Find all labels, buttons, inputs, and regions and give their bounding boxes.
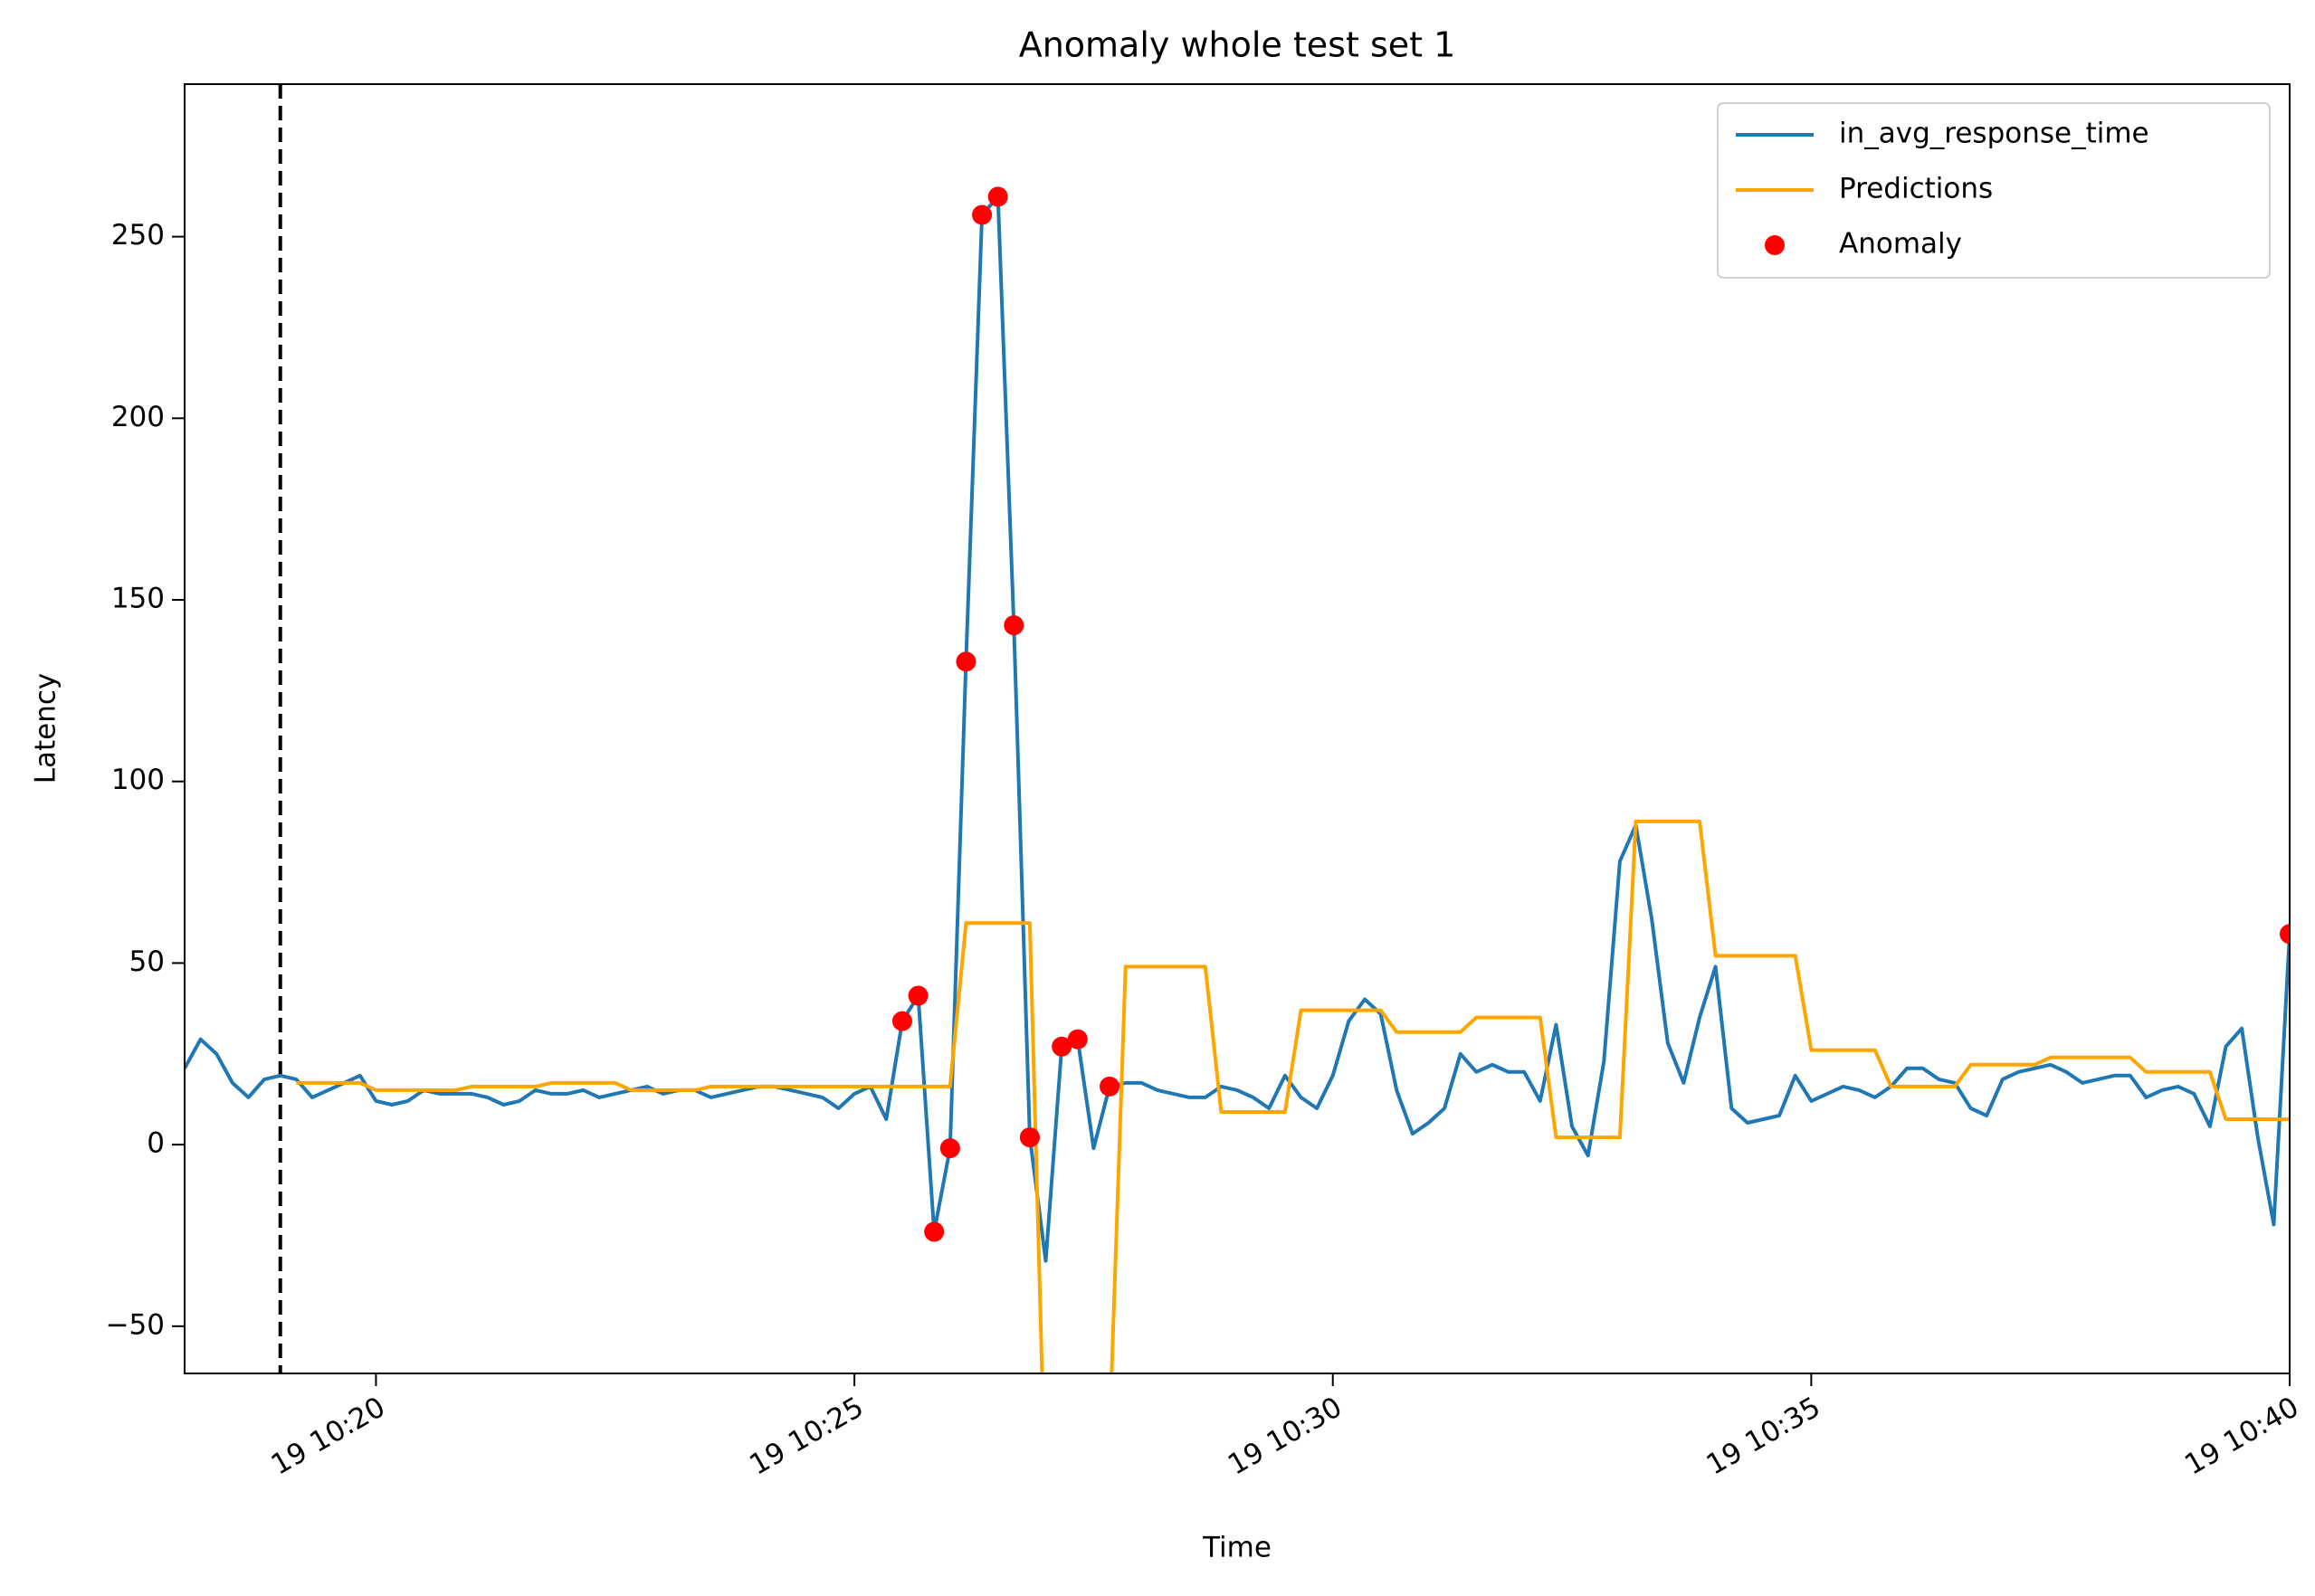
plot-area (185, 84, 2290, 1373)
anomaly-point (1004, 615, 1024, 636)
legend-marker (1765, 235, 1785, 255)
anomaly-point (924, 1221, 945, 1242)
anomaly-point (1019, 1127, 1040, 1148)
chart-title: Anomaly whole test set 1 (1019, 25, 1456, 65)
y-tick-label: 250 (111, 219, 165, 252)
y-tick-label: 200 (111, 401, 165, 433)
anomaly-point (908, 985, 929, 1006)
y-tick-label: 150 (111, 583, 165, 615)
y-tick-label: 0 (147, 1127, 165, 1160)
data-line (296, 819, 2290, 1373)
anomaly-point (1067, 1029, 1088, 1050)
x-axis-label: Time (1202, 1532, 1272, 1564)
y-tick-label: 50 (129, 945, 165, 978)
y-axis-label: Latency (30, 673, 62, 784)
legend-label: Anomaly (1839, 228, 1962, 261)
y-tick-label: −50 (106, 1308, 165, 1341)
data-line (185, 195, 2290, 1263)
anomaly-point (891, 1011, 912, 1031)
anomaly-point (956, 651, 976, 672)
y-tick-label: 100 (111, 764, 165, 796)
axes-frame (184, 83, 2291, 1374)
anomaly-point (1052, 1036, 1072, 1057)
anomaly-point (1100, 1076, 1120, 1097)
anomaly-point (972, 204, 993, 225)
anomaly-point (2280, 924, 2290, 945)
legend-box (1717, 102, 2271, 279)
anomaly-point (939, 1138, 960, 1159)
legend-label: Predictions (1839, 173, 1993, 205)
anomaly-point (987, 186, 1008, 207)
legend-label: in_avg_response_time (1839, 118, 2149, 150)
